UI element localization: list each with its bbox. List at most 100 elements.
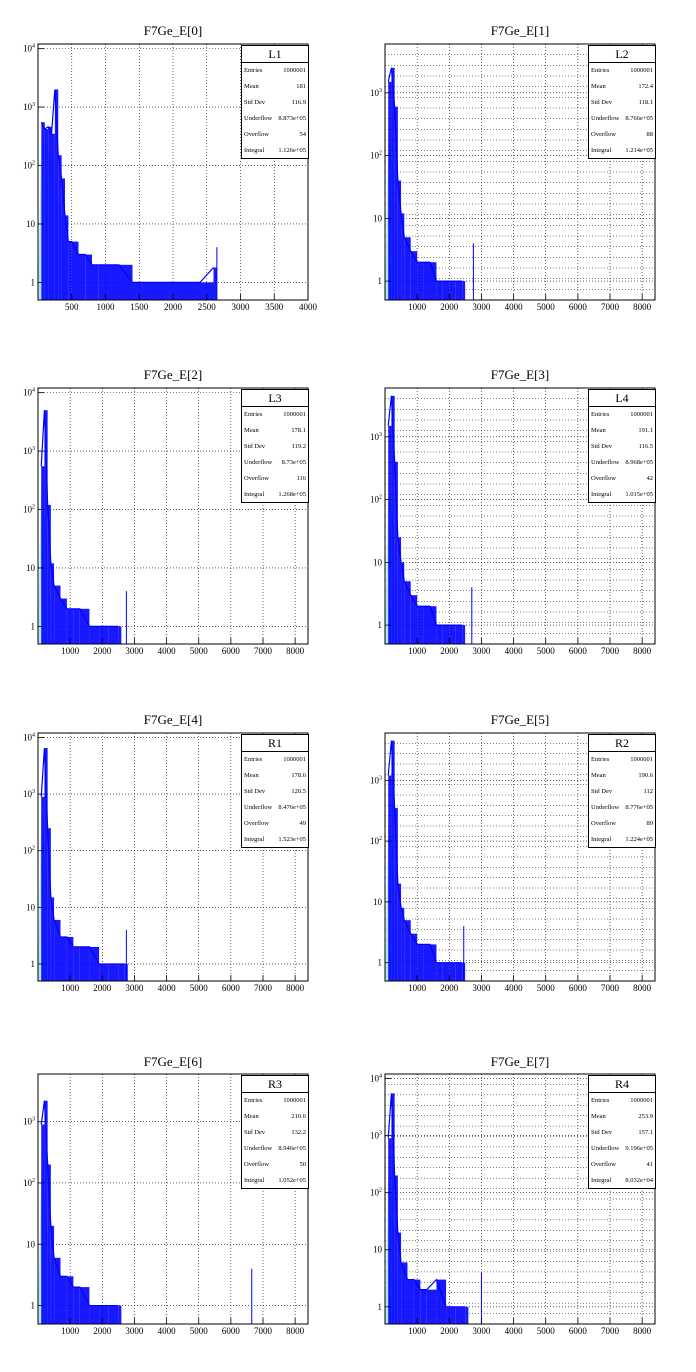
histogram-envelope [40, 748, 125, 965]
histogram-bar [455, 281, 463, 300]
stats-value: 8.73e+05 [281, 459, 306, 466]
stats-label: Integral [244, 491, 265, 498]
stats-row-entries: Entries 1000001 [242, 407, 308, 423]
x-tick-label: 3000 [472, 302, 491, 312]
histogram-bar [200, 282, 214, 300]
y-tick-label: 103 [23, 1117, 35, 1127]
y-tick-label: 10 [26, 1239, 36, 1249]
x-tick-label: 5000 [190, 646, 209, 656]
stats-label: Std Dev [591, 443, 613, 450]
stats-value: 210.6 [291, 1113, 306, 1120]
histogram-bar [118, 626, 122, 644]
y-tick-label: 104 [23, 44, 35, 54]
stats-label: Underflow [244, 804, 273, 811]
histogram-bar [397, 883, 402, 981]
histogram-bar [47, 1164, 51, 1324]
x-tick-label: 4000 [158, 983, 177, 993]
y-tick-label: 103 [23, 102, 35, 112]
plot-frame [384, 732, 656, 982]
histogram-bar [186, 282, 200, 300]
stats-label: Overflow [591, 820, 616, 827]
stats-label: Integral [244, 836, 265, 843]
x-tick-label: 6000 [569, 983, 588, 993]
histogram-bar [50, 563, 55, 644]
stats-name: L1 [242, 46, 308, 63]
stats-value: 89 [646, 820, 654, 827]
stats-box: L2 Entries 1000001 Mean 172.4 Std Dev 118.1 Und… [588, 45, 656, 159]
stats-label: Mean [244, 427, 259, 434]
stats-value: 54 [299, 131, 307, 138]
histogram-bar [54, 919, 61, 981]
y-tick-label: 10 [26, 902, 36, 912]
x-tick-label: 6000 [222, 1326, 241, 1336]
stats-value: 178.6 [291, 772, 306, 779]
stats-row-integral: Integral 1.268e+05 [242, 487, 308, 503]
x-tick-label: 5000 [537, 646, 556, 656]
histogram-bar [79, 1287, 90, 1324]
histogram-bar [455, 1306, 466, 1324]
histogram-bar [41, 796, 45, 981]
x-tick-label: 5000 [537, 302, 556, 312]
x-tick-label: 2000 [440, 983, 459, 993]
x-tick-label: 4000 [158, 1326, 177, 1336]
histogram-bar [73, 608, 80, 644]
x-tick-label: 7000 [601, 646, 620, 656]
x-tick-label: 1000 [61, 1326, 80, 1336]
plot-title: F7Ge_E[2] [143, 367, 203, 382]
histogram-bar [449, 625, 456, 644]
stats-value: 120.5 [291, 788, 306, 795]
histogram-bar [397, 537, 402, 644]
stats-label: Mean [591, 772, 606, 779]
histogram-bar [430, 606, 437, 644]
histogram-bar [60, 1276, 67, 1324]
x-tick-label: 1000 [97, 302, 116, 312]
stats-value: 50 [299, 1161, 307, 1168]
stats-label: Underflow [591, 804, 620, 811]
stats-name: L2 [589, 46, 655, 63]
histogram-bar [105, 264, 119, 300]
y-tick-label: 10 [373, 1245, 383, 1255]
histogram-bar [61, 178, 65, 300]
stats-label: Mean [591, 427, 606, 434]
histogram-bar [47, 828, 51, 981]
histogram-bar [407, 1279, 414, 1324]
x-tick-label: 4000 [505, 302, 524, 312]
stats-row-underflow: Underflow 8.73e+05 [242, 455, 308, 471]
y-tick-label: 104 [23, 388, 35, 398]
stats-row-mean: Mean 178.6 [242, 768, 308, 784]
histogram-bar [442, 625, 450, 644]
stats-row-mean: Mean 191.1 [589, 423, 655, 439]
stats-value: 1.224e+05 [625, 836, 653, 843]
y-tick-label: 1 [31, 277, 36, 287]
x-tick-label: 7000 [254, 646, 273, 656]
x-tick-label: 7000 [601, 302, 620, 312]
x-tick-label: 1000 [408, 983, 427, 993]
stats-label: Integral [591, 491, 612, 498]
histogram-bar [388, 425, 392, 644]
histogram-bar [65, 215, 69, 300]
histogram-bar [462, 281, 466, 300]
stats-label: Overflow [244, 475, 269, 482]
histogram-bar [54, 89, 59, 300]
x-tick-label: 7000 [601, 983, 620, 993]
stats-row-underflow: Underflow 8.968e+05 [589, 455, 655, 471]
stats-label: Std Dev [244, 99, 266, 106]
stats-value: 116.9 [291, 99, 306, 106]
x-tick-label: 7000 [601, 1326, 620, 1336]
histogram-bar [394, 1175, 398, 1324]
x-tick-label: 2000 [164, 302, 183, 312]
x-tick-label: 1000 [408, 646, 427, 656]
histogram-bar [446, 1306, 456, 1324]
stats-row-integral: Integral 1.015e+05 [589, 487, 655, 503]
histogram-bar [99, 1305, 109, 1324]
stats-row-integral: Integral 1.523e+05 [242, 832, 308, 848]
histogram-bar [44, 748, 48, 981]
y-tick-label: 1 [378, 276, 383, 286]
histogram-bar [417, 262, 424, 300]
stats-label: Entries [591, 756, 610, 763]
plot-frame [384, 387, 656, 645]
y-tick-label: 104 [23, 732, 35, 742]
stats-label: Underflow [591, 459, 620, 466]
stats-value: 178.1 [291, 427, 306, 434]
